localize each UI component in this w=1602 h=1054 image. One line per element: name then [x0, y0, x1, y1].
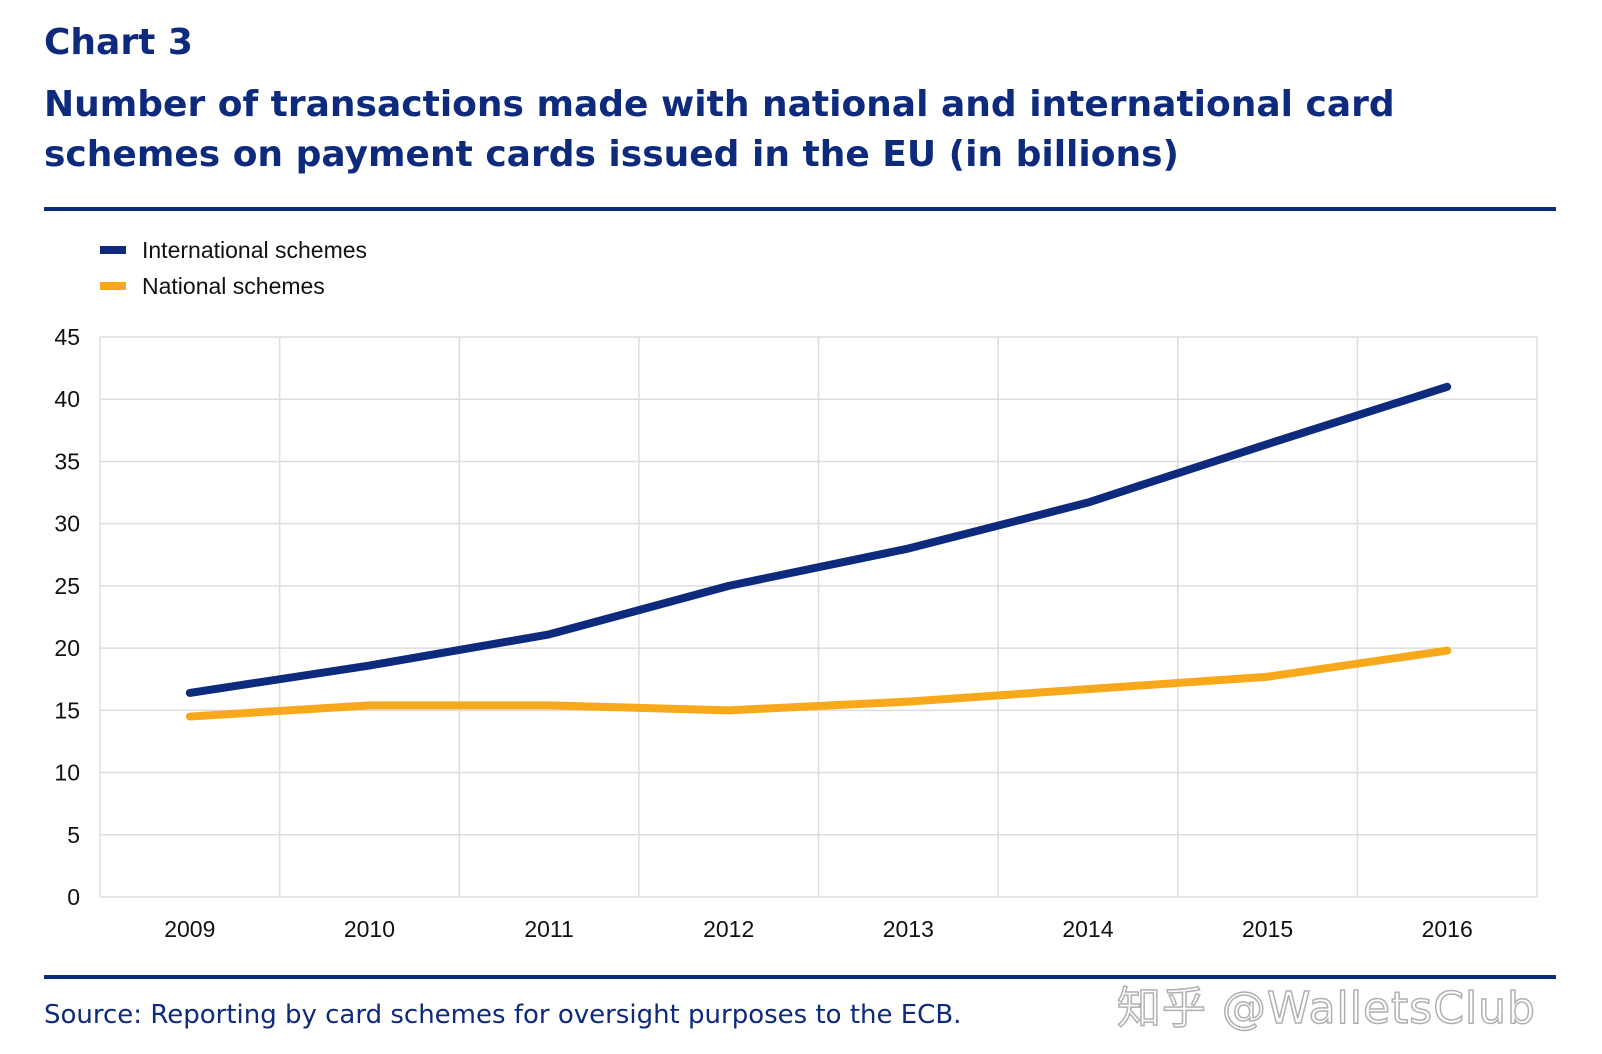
x-tick-label: 2012	[703, 916, 754, 940]
legend-swatch-international	[100, 246, 126, 254]
watermark: 知乎 @WalletsClub	[1116, 982, 1536, 1035]
y-tick-label: 45	[54, 324, 80, 350]
y-tick-label: 40	[54, 386, 80, 412]
chart-title: Number of transactions made with nationa…	[44, 84, 1395, 175]
chart-label: Chart 3	[44, 22, 193, 63]
y-tick-label: 35	[54, 448, 80, 474]
y-tick-label: 20	[54, 635, 80, 661]
x-tick-label: 2016	[1422, 916, 1473, 940]
y-tick-label: 0	[67, 884, 80, 910]
chart-legend: International schemes National schemes	[100, 232, 367, 304]
top-divider	[44, 207, 1556, 211]
x-tick-label: 2013	[883, 916, 934, 940]
y-tick-label: 15	[54, 697, 80, 723]
line-chart: 0 5 10 15 20 25 30 35 40 45 2009 2010 2011 2012 2013 20…	[54, 324, 1538, 940]
bottom-divider	[44, 975, 1556, 979]
y-tick-label: 10	[54, 760, 80, 786]
y-tick-label: 5	[67, 822, 80, 848]
y-tick-label: 25	[54, 573, 80, 599]
x-tick-label: 2011	[524, 916, 573, 940]
x-tick-label: 2009	[164, 916, 215, 940]
x-tick-label: 2014	[1062, 916, 1113, 940]
legend-item-national: National schemes	[100, 268, 367, 304]
x-tick-label: 2015	[1242, 916, 1293, 940]
legend-swatch-national	[100, 282, 126, 290]
x-tick-label: 2010	[344, 916, 395, 940]
legend-label-international: International schemes	[142, 236, 368, 263]
y-tick-label: 30	[54, 511, 80, 537]
source-note: Source: Reporting by card schemes for ov…	[44, 1000, 962, 1030]
legend-item-international: International schemes	[100, 232, 367, 268]
series-line-international	[185, 382, 1452, 697]
series-line-national	[185, 646, 1452, 721]
legend-label-national: National schemes	[142, 272, 325, 299]
